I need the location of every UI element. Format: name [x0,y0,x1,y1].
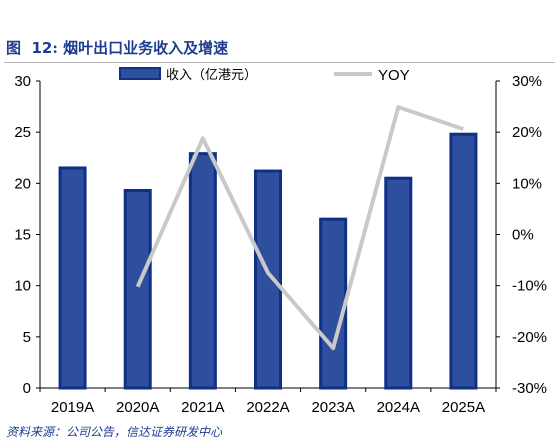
x-tick-label: 2022A [246,399,289,416]
y2-tick-label: 20% [512,124,542,141]
figure-title-text: 烟叶出口业务收入及增速 [63,39,229,57]
yoy-line [135,105,465,351]
y2-tick-label: 10% [512,175,542,192]
x-tick-label: 2025A [442,399,485,416]
figure-number: 12 [31,39,53,57]
y-tick-label: 30 [14,73,31,90]
bar [384,176,413,390]
y-tick-label: 20 [14,175,31,192]
y-tick-label: 5 [23,329,31,346]
line-series [135,105,465,351]
x-tick-label: 2020A [116,399,159,416]
legend-label-yoy: YOY [378,67,410,84]
bar [254,169,282,390]
legend-swatch-bar [119,67,161,80]
y2-tick-label: -30% [512,380,547,397]
x-tick-label: 2021A [181,399,224,416]
bar [123,188,152,390]
figure-title: 图 12: 烟叶出口业务收入及增速 [6,39,229,57]
y-tick-label: 0 [23,380,31,397]
bar [319,217,348,390]
bar [449,132,478,390]
legend-label-revenue: 收入（亿港元） [166,68,257,83]
y-tick-label: 25 [14,124,31,141]
legend: 收入（亿港元） YOY [119,67,410,84]
source-note: 资料来源：公司公告，信达证券研发中心 [6,425,223,439]
tick-labels: 0 5 10 15 20 25 30 -30% -20% -10% 0% 10% 20% 30% 2019A… [14,73,547,416]
y2-tick-label: -10% [512,278,547,295]
bar [188,152,217,390]
y-tick-label: 10 [14,278,31,295]
y2-tick-label: 0% [512,227,534,244]
bar-series [58,132,478,390]
bar [58,166,87,390]
figure-label: 图 [6,39,22,57]
x-tick-label: 2023A [311,399,354,416]
y2-tick-label: 30% [512,73,542,90]
x-tick-label: 2024A [377,399,420,416]
y2-tick-label: -20% [512,329,547,346]
x-tick-label: 2019A [51,399,94,416]
title-divider [4,62,555,63]
y-tick-label: 15 [14,227,31,244]
